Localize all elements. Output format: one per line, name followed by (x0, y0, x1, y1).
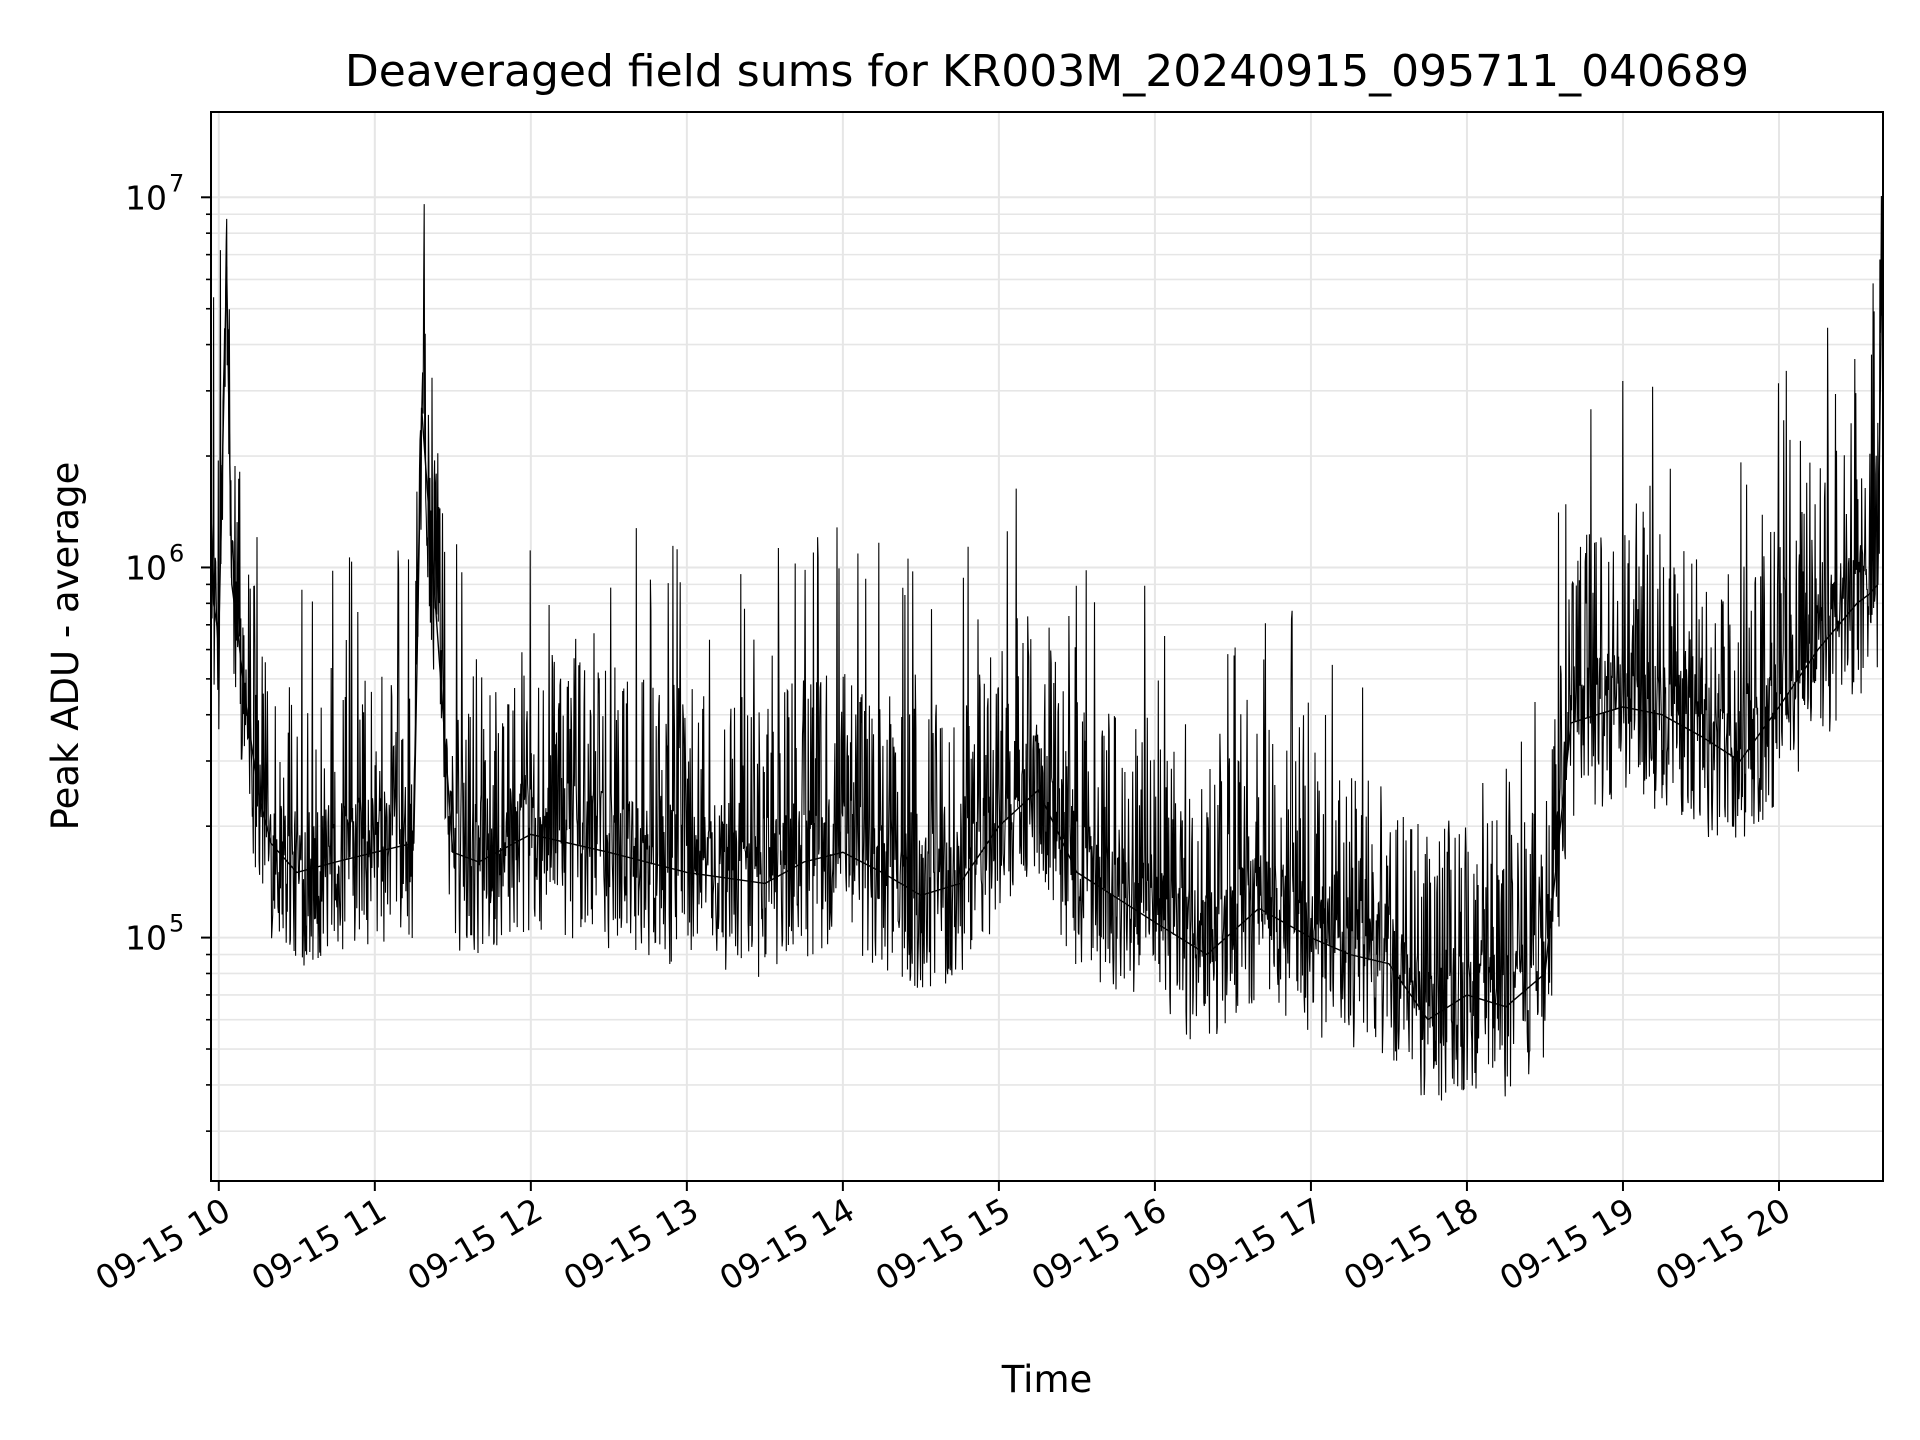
y-tick-exponent: 6 (169, 539, 184, 567)
plot-layer (210, 174, 1884, 1101)
x-tick-label: 09-15 14 (713, 1190, 861, 1298)
x-tick-label: 09-15 19 (1493, 1190, 1641, 1298)
x-axis-label: Time (1001, 1358, 1093, 1401)
x-tick-label: 09-15 11 (245, 1190, 393, 1298)
x-tick-label: 09-15 13 (557, 1190, 705, 1298)
x-tick-label: 09-15 18 (1337, 1190, 1485, 1298)
y-tick-label: 10 (125, 548, 167, 587)
y-tick-label: 10 (125, 919, 167, 958)
x-tick-label: 09-15 10 (89, 1190, 237, 1298)
x-tick-label: 09-15 20 (1649, 1190, 1797, 1298)
chart-title: Deaveraged field sums for KR003M_2024091… (345, 46, 1749, 97)
y-tick-exponent: 7 (169, 169, 184, 197)
y-axis-label: Peak ADU - average (44, 462, 87, 831)
x-tick-label: 09-15 15 (869, 1190, 1017, 1298)
plot-frame (210, 111, 1884, 1182)
y-tick-exponent: 5 (169, 910, 184, 938)
x-tick-label: 09-15 16 (1025, 1190, 1173, 1298)
series-noise-line (210, 195, 1884, 1101)
y-tick-label: 10 (125, 178, 167, 217)
x-tick-label: 09-15 17 (1181, 1190, 1329, 1298)
x-tick-label: 09-15 12 (401, 1190, 549, 1298)
series-line (210, 174, 1884, 1021)
